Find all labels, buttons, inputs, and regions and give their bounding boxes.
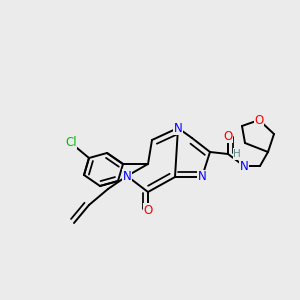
Text: H: H (233, 149, 241, 159)
Text: O: O (143, 203, 153, 217)
Text: O: O (224, 130, 232, 142)
Text: N: N (240, 160, 248, 172)
Text: O: O (254, 113, 264, 127)
Text: N: N (123, 169, 131, 182)
Text: N: N (198, 170, 206, 184)
Text: N: N (174, 122, 182, 134)
Text: Cl: Cl (65, 136, 77, 149)
